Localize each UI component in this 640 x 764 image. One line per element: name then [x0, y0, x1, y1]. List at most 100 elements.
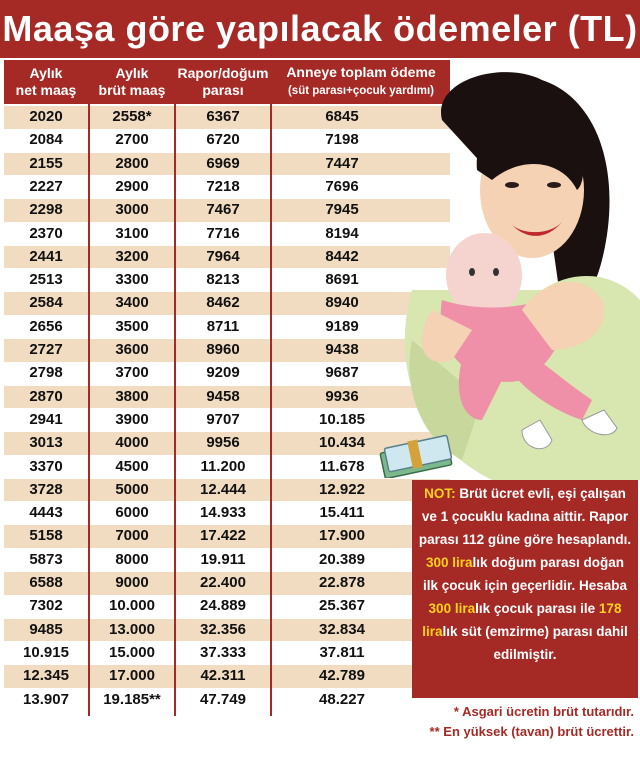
cell-rapor: 7964	[206, 247, 240, 265]
cell-toplam: 7447	[325, 154, 359, 172]
cell-toplam: 15.411	[319, 504, 365, 522]
header-anne-line2: (süt parası+çocuk yardımı)	[287, 85, 435, 97]
table-row: 3728 5000 12.444 12.922	[4, 478, 450, 502]
cell-brut: 7000	[115, 527, 149, 545]
cell-brut: 10.000	[109, 597, 155, 615]
table-row: 2727 3600 8960 9438	[4, 339, 450, 362]
cell-rapor: 8960	[206, 341, 240, 358]
cell-toplam: 9936	[325, 387, 359, 405]
note-text-2: lık doğum parası doğan ilk çocuk için ge…	[422, 555, 628, 593]
cell-brut: 2700	[115, 131, 149, 149]
cell-net: 3013	[29, 434, 63, 452]
cell-toplam: 32.834	[319, 620, 365, 638]
page-title: Maaşa göre yapılacak ödemeler (TL)	[0, 0, 640, 58]
cell-toplam: 10.185	[319, 410, 365, 428]
cell-toplam: 8194	[325, 224, 359, 242]
cell-net: 2727	[29, 341, 63, 358]
cell-toplam: 8442	[325, 247, 359, 265]
cell-rapor: 6969	[206, 154, 240, 172]
cell-net: 2370	[29, 224, 63, 242]
cell-rapor: 37.333	[200, 643, 246, 661]
cell-net: 10.915	[23, 643, 69, 661]
cell-rapor: 9956	[206, 434, 240, 452]
table-row: 9485 13.000 32.356 32.834	[4, 618, 450, 642]
table-row: 2513 3300 8213 8691	[4, 269, 450, 292]
cell-rapor: 6720	[206, 131, 240, 149]
cell-brut: 3400	[115, 294, 149, 312]
cell-rapor: 7218	[206, 177, 240, 195]
cell-brut: 3300	[115, 271, 149, 289]
footnote-2: ** En yüksek (tavan) brüt ücrettir.	[429, 724, 634, 739]
cell-brut: 9000	[115, 574, 149, 591]
cell-net: 3370	[29, 457, 63, 475]
cell-net: 2513	[29, 271, 63, 289]
note-box: NOT: Brüt ücret evli, eşi çalışan ve 1 ç…	[412, 480, 638, 698]
cell-toplam: 22.878	[319, 574, 365, 591]
cell-rapor: 19.911	[200, 550, 246, 568]
table-row: 2084 2700 6720 7198	[4, 129, 450, 152]
table-row: 13.907 19.185** 47.749 48.227	[4, 688, 450, 711]
cell-net: 9485	[29, 620, 63, 638]
cell-brut: 3700	[115, 364, 149, 382]
table-row: 2020 2558* 6367 6845	[4, 106, 450, 129]
cell-toplam: 17.900	[319, 527, 365, 545]
cell-rapor: 9209	[206, 364, 240, 382]
cell-brut: 17.000	[109, 667, 155, 685]
note-highlight-1: 300 lira	[425, 555, 473, 570]
note-text-1: Brüt ücret evli, eşi çalışan ve 1 çocukl…	[418, 486, 632, 547]
cell-brut: 15.000	[109, 643, 155, 661]
note-label: NOT:	[424, 486, 456, 501]
cell-rapor: 8213	[206, 271, 240, 289]
cell-net: 2441	[29, 247, 63, 265]
cell-rapor: 17.422	[200, 527, 246, 545]
cell-rapor: 22.400	[200, 574, 246, 591]
cell-toplam: 9687	[325, 364, 359, 382]
header-net-line2: net maaş	[15, 82, 77, 98]
cell-brut: 8000	[115, 550, 149, 568]
cell-net: 2084	[29, 131, 63, 149]
cell-net: 6588	[29, 574, 63, 591]
cell-net: 13.907	[23, 690, 69, 708]
table-row: 4443 6000 14.933 15.411	[4, 502, 450, 525]
note-highlight-2: 300 lira	[428, 601, 476, 616]
money-stack-icon	[379, 434, 453, 478]
cell-net: 5873	[29, 550, 63, 568]
cell-net: 12.345	[23, 667, 69, 685]
cell-brut: 4500	[115, 457, 149, 475]
header-net-salary: Aylık net maaş	[4, 60, 88, 104]
table-row: 12.345 17.000 42.311 42.789	[4, 665, 450, 688]
cell-net: 4443	[29, 504, 63, 522]
note-text-4: lık süt (emzirme) parası dahil edilmişti…	[442, 624, 628, 662]
cell-toplam: 12.922	[319, 480, 365, 498]
cell-toplam: 9438	[325, 341, 359, 358]
header-rapor-line1: Rapor/doğum	[177, 65, 269, 81]
cell-rapor: 8711	[206, 317, 240, 335]
cell-toplam: 9189	[325, 317, 359, 335]
table-row: 2370 3100 7716 8194	[4, 222, 450, 245]
cell-brut: 2558*	[112, 108, 152, 125]
header-anne-line1: Anneye toplam ödeme	[286, 64, 436, 80]
cell-toplam: 48.227	[319, 690, 365, 708]
header-report-pay: Rapor/doğum parası	[176, 60, 270, 104]
cell-net: 7302	[29, 597, 63, 615]
cell-brut: 3800	[115, 387, 149, 405]
cell-net: 2584	[29, 294, 63, 312]
table-row: 2298 3000 7467 7945	[4, 199, 450, 222]
cell-rapor: 11.200	[200, 457, 246, 475]
cell-rapor: 9458	[206, 387, 240, 405]
cell-toplam: 8691	[325, 271, 359, 289]
cell-rapor: 24.889	[200, 597, 246, 615]
cell-brut: 13.000	[109, 620, 155, 638]
cell-toplam: 25.367	[319, 597, 365, 615]
cell-net: 5158	[29, 527, 63, 545]
cell-rapor: 9707	[206, 410, 240, 428]
header-mother-total: Anneye toplam ödeme (süt parası+çocuk yar…	[272, 60, 450, 104]
cell-toplam: 10.434	[319, 434, 365, 452]
cell-brut: 3200	[115, 247, 149, 265]
cell-toplam: 42.789	[319, 667, 365, 685]
table-row: 2656 3500 8711 9189	[4, 315, 450, 339]
cell-toplam: 20.389	[319, 550, 365, 568]
cell-net: 2155	[29, 154, 63, 172]
cell-brut: 3000	[115, 201, 149, 219]
cell-rapor: 42.311	[200, 667, 246, 685]
